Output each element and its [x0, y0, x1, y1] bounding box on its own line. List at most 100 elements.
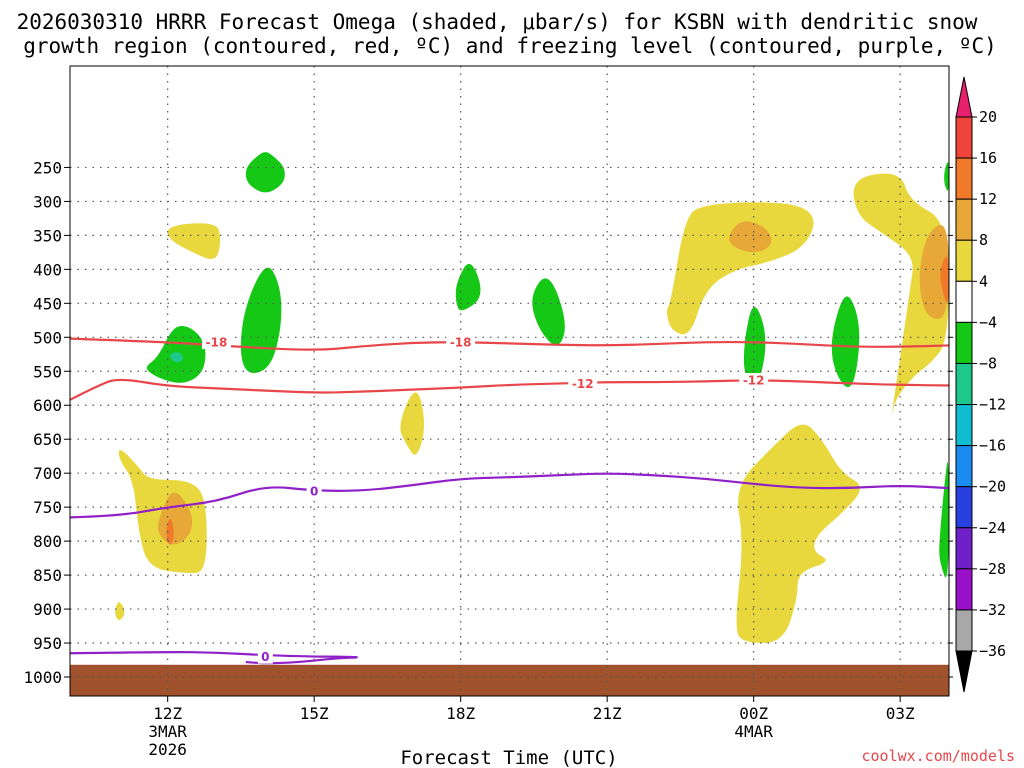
- contour-line-1: [70, 378, 949, 401]
- colorbar-box: [955, 321, 973, 364]
- colorbar-box: [955, 609, 973, 652]
- watermark: coolwx.com/models: [861, 747, 1015, 765]
- contour-label-bg: [306, 483, 322, 498]
- omega-region-positive-14: [115, 602, 125, 621]
- contour-label: -12: [743, 374, 765, 388]
- omega-shading-layer: [115, 152, 949, 644]
- omega-region-negative-4: [455, 263, 481, 311]
- colorbar-label: 8: [979, 231, 988, 249]
- x-tick-label: 00Z: [739, 704, 768, 723]
- y-tick-label: 650: [33, 430, 62, 449]
- y-tick-label: 400: [33, 260, 62, 279]
- y-tick-label: 300: [33, 192, 62, 211]
- x-tick-label: 15Z: [300, 704, 329, 723]
- chart-title-line-2: growth region (contoured, red, ºC) and f…: [23, 34, 997, 58]
- contour-label: -18: [206, 336, 228, 350]
- colorbar-label: 20: [979, 108, 997, 126]
- y-axis: 250 300 350 400 450 500 550 600 650 700 750 800 850 9…: [23, 158, 953, 687]
- contour-layer: [70, 337, 949, 665]
- x-tick-date: 4MAR: [734, 722, 773, 741]
- y-tick-label: 950: [33, 634, 62, 653]
- omega-region-positive-15: [400, 392, 425, 455]
- colorbar-box: [955, 157, 973, 200]
- omega-region-negative-5: [532, 278, 565, 346]
- colorbar-label: −4: [979, 313, 997, 331]
- x-tick-label: 21Z: [593, 704, 622, 723]
- contour-line-0: [70, 337, 949, 351]
- omega-region-negative-2: [170, 352, 183, 363]
- y-tick-label: 550: [33, 362, 62, 381]
- colorbar-arrow-bottom: [955, 650, 973, 693]
- omega-region-positive-13: [166, 519, 174, 545]
- contour-label-bg: [257, 649, 273, 664]
- contour-label: -12: [572, 377, 594, 391]
- y-tick-label: 350: [33, 226, 62, 245]
- colorbar-box: [955, 404, 973, 447]
- colorbar-box: [955, 198, 973, 241]
- omega-region-negative-7: [831, 296, 860, 388]
- omega-region-negative-9: [939, 461, 949, 578]
- omega-region-positive-16: [666, 202, 814, 335]
- x-tick-label: 18Z: [446, 704, 475, 723]
- terrain-fill: [70, 664, 949, 696]
- plot-frame: [69, 65, 950, 697]
- colorbar-box: [955, 445, 973, 488]
- y-tick-label: 600: [33, 396, 62, 415]
- y-tick-label: 500: [33, 328, 62, 347]
- x-tick-year: 2026: [148, 740, 187, 759]
- y-tick-label: 750: [33, 498, 62, 517]
- contour-label: 0: [261, 650, 269, 664]
- y-tick-label: 1000: [23, 668, 62, 687]
- colorbar-label: −36: [979, 642, 1006, 660]
- colorbar: 20 16 12 8 4 −4 −8 −12 −16 −20 −24 −28 −32 −36: [955, 76, 1006, 693]
- x-tick-date: 3MAR: [148, 722, 187, 741]
- colorbar-label: 16: [979, 149, 997, 167]
- x-tick-label: 12Z: [153, 704, 182, 723]
- contour-line-2: [70, 472, 949, 519]
- colorbar-box: [955, 568, 973, 611]
- colorbar-box: [955, 527, 973, 570]
- colorbar-box: [955, 116, 973, 159]
- x-axis-label: Forecast Time (UTC): [400, 747, 617, 768]
- colorbar-label: −16: [979, 437, 1006, 455]
- colorbar-box: [955, 486, 973, 529]
- contour-label-bg: [568, 376, 598, 391]
- contour-label-bg: [739, 373, 769, 388]
- y-tick-label: 700: [33, 464, 62, 483]
- colorbar-label: −12: [979, 396, 1006, 414]
- y-tick-label: 850: [33, 566, 62, 585]
- y-tick-label: 900: [33, 600, 62, 619]
- omega-region-positive-10: [167, 223, 221, 259]
- contour-label: 0: [310, 484, 318, 498]
- y-tick-label: 800: [33, 532, 62, 551]
- colorbar-label: 4: [979, 272, 988, 290]
- omega-region-negative-6: [743, 307, 766, 385]
- colorbar-label: 12: [979, 190, 997, 208]
- colorbar-label: −20: [979, 478, 1006, 496]
- colorbar-box: [955, 280, 973, 323]
- colorbar-label: −32: [979, 601, 1006, 619]
- x-tick-label: 03Z: [886, 704, 915, 723]
- colorbar-label: −28: [979, 560, 1006, 578]
- chart-title-line-1: 2026030310 HRRR Forecast Omega (shaded, …: [17, 10, 978, 34]
- contour-label-bg: [202, 335, 231, 350]
- colorbar-box: [955, 362, 973, 406]
- omega-region-positive-17: [729, 221, 772, 253]
- omega-region-positive-20: [919, 224, 949, 319]
- omega-region-negative-8: [944, 162, 949, 191]
- omega-region-positive-19: [853, 173, 949, 414]
- omega-region-negative-0: [245, 152, 285, 193]
- omega-region-positive-18: [736, 424, 860, 644]
- contour-line-3: [70, 651, 358, 665]
- colorbar-box: [955, 239, 973, 282]
- contour-label: -18: [450, 336, 472, 350]
- colorbar-label: −24: [979, 519, 1006, 537]
- terrain-layer: [70, 664, 949, 696]
- colorbar-label: −8: [979, 354, 997, 372]
- contour-label-layer: -18 -18 -12 -12 0 0: [202, 335, 769, 664]
- y-tick-label: 450: [33, 294, 62, 313]
- y-tick-label: 250: [33, 158, 62, 177]
- omega-region-positive-21: [940, 256, 949, 303]
